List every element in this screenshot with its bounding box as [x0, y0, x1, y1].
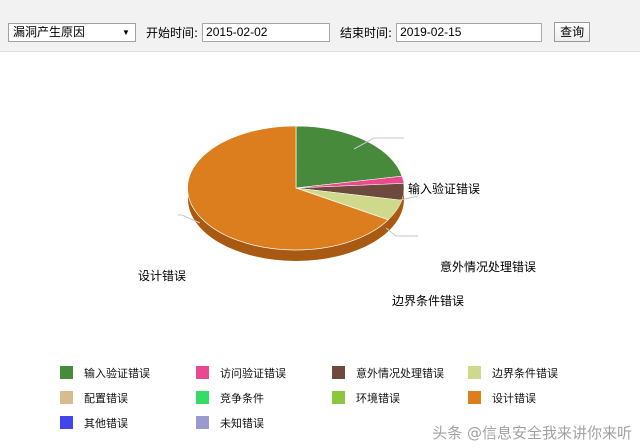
legend-label: 边界条件错误	[492, 366, 558, 380]
pie-svg	[178, 125, 418, 261]
legend-item-configuration[interactable]: 配置错误	[60, 385, 196, 410]
legend-swatch-icon	[196, 391, 209, 404]
legend-swatch-icon	[332, 391, 345, 404]
chart-legend: 输入验证错误 访问验证错误 意外情况处理错误 边界条件错误 配置错误	[60, 360, 620, 435]
category-select[interactable]: 漏洞产生原因 ▼	[8, 22, 136, 42]
pie-slices	[187, 125, 405, 251]
legend-label: 竞争条件	[220, 391, 264, 405]
category-select-value: 漏洞产生原因	[13, 24, 86, 39]
legend-row: 其他错误 未知错误	[60, 410, 620, 435]
legend-swatch-icon	[196, 416, 209, 429]
end-date-label: 结束时间:	[340, 25, 393, 40]
legend-swatch-icon	[332, 366, 345, 379]
legend-item-access-validation[interactable]: 访问验证错误	[196, 360, 332, 385]
legend-item-boundary[interactable]: 边界条件错误	[468, 360, 604, 385]
end-date-input[interactable]	[396, 22, 543, 42]
legend-label: 设计错误	[492, 391, 536, 405]
chevron-down-icon: ▼	[122, 27, 130, 37]
legend-label: 意外情况处理错误	[356, 366, 444, 380]
legend-row: 输入验证错误 访问验证错误 意外情况处理错误 边界条件错误	[60, 360, 620, 385]
watermark-text: 头条 @信息安全我来讲你来听	[432, 424, 632, 442]
legend-swatch-icon	[468, 366, 481, 379]
pie-label-input-validation: 输入验证错误	[408, 182, 481, 196]
legend-swatch-icon	[468, 391, 481, 404]
legend-label: 其他错误	[84, 416, 128, 430]
legend-label: 未知错误	[220, 416, 264, 430]
legend-item-race-condition[interactable]: 竞争条件	[196, 385, 332, 410]
query-button[interactable]: 查询	[554, 22, 591, 42]
pie-label-unexpected: 意外情况处理错误	[440, 260, 537, 274]
legend-item-other[interactable]: 其他错误	[60, 410, 196, 435]
legend-item-unknown[interactable]: 未知错误	[196, 410, 332, 435]
legend-row: 配置错误 竞争条件 环境错误 设计错误	[60, 385, 620, 410]
legend-label: 配置错误	[84, 391, 128, 405]
legend-swatch-icon	[60, 366, 73, 379]
start-date-input[interactable]	[202, 22, 331, 42]
pie-slice-input-validation[interactable]	[295, 125, 403, 189]
legend-label: 输入验证错误	[84, 366, 150, 380]
legend-item-input-validation[interactable]: 输入验证错误	[60, 360, 196, 385]
legend-item-unexpected[interactable]: 意外情况处理错误	[332, 360, 468, 385]
pie-leader-lines	[178, 137, 418, 237]
pie-chart-graphic	[178, 110, 418, 280]
pie-label-design: 设计错误	[138, 269, 187, 283]
pie-slice-design[interactable]	[187, 125, 389, 251]
pie-label-boundary: 边界条件错误	[392, 294, 465, 308]
legend-item-design[interactable]: 设计错误	[468, 385, 604, 410]
toolbar-controls: 漏洞产生原因 ▼ 开始时间: 结束时间: 查询	[8, 22, 591, 42]
start-date-label: 开始时间:	[146, 25, 199, 40]
legend-label: 环境错误	[356, 391, 400, 405]
legend-swatch-icon	[60, 391, 73, 404]
legend-label: 访问验证错误	[220, 366, 286, 380]
pie-chart-panel: 输入验证错误 意外情况处理错误 边界条件错误 设计错误 输入验证错误 访问验证错…	[0, 52, 640, 448]
filter-toolbar: 漏洞产生原因 ▼ 开始时间: 结束时间: 查询	[0, 0, 640, 52]
legend-item-environment[interactable]: 环境错误	[332, 385, 468, 410]
legend-swatch-icon	[196, 366, 209, 379]
legend-swatch-icon	[60, 416, 73, 429]
